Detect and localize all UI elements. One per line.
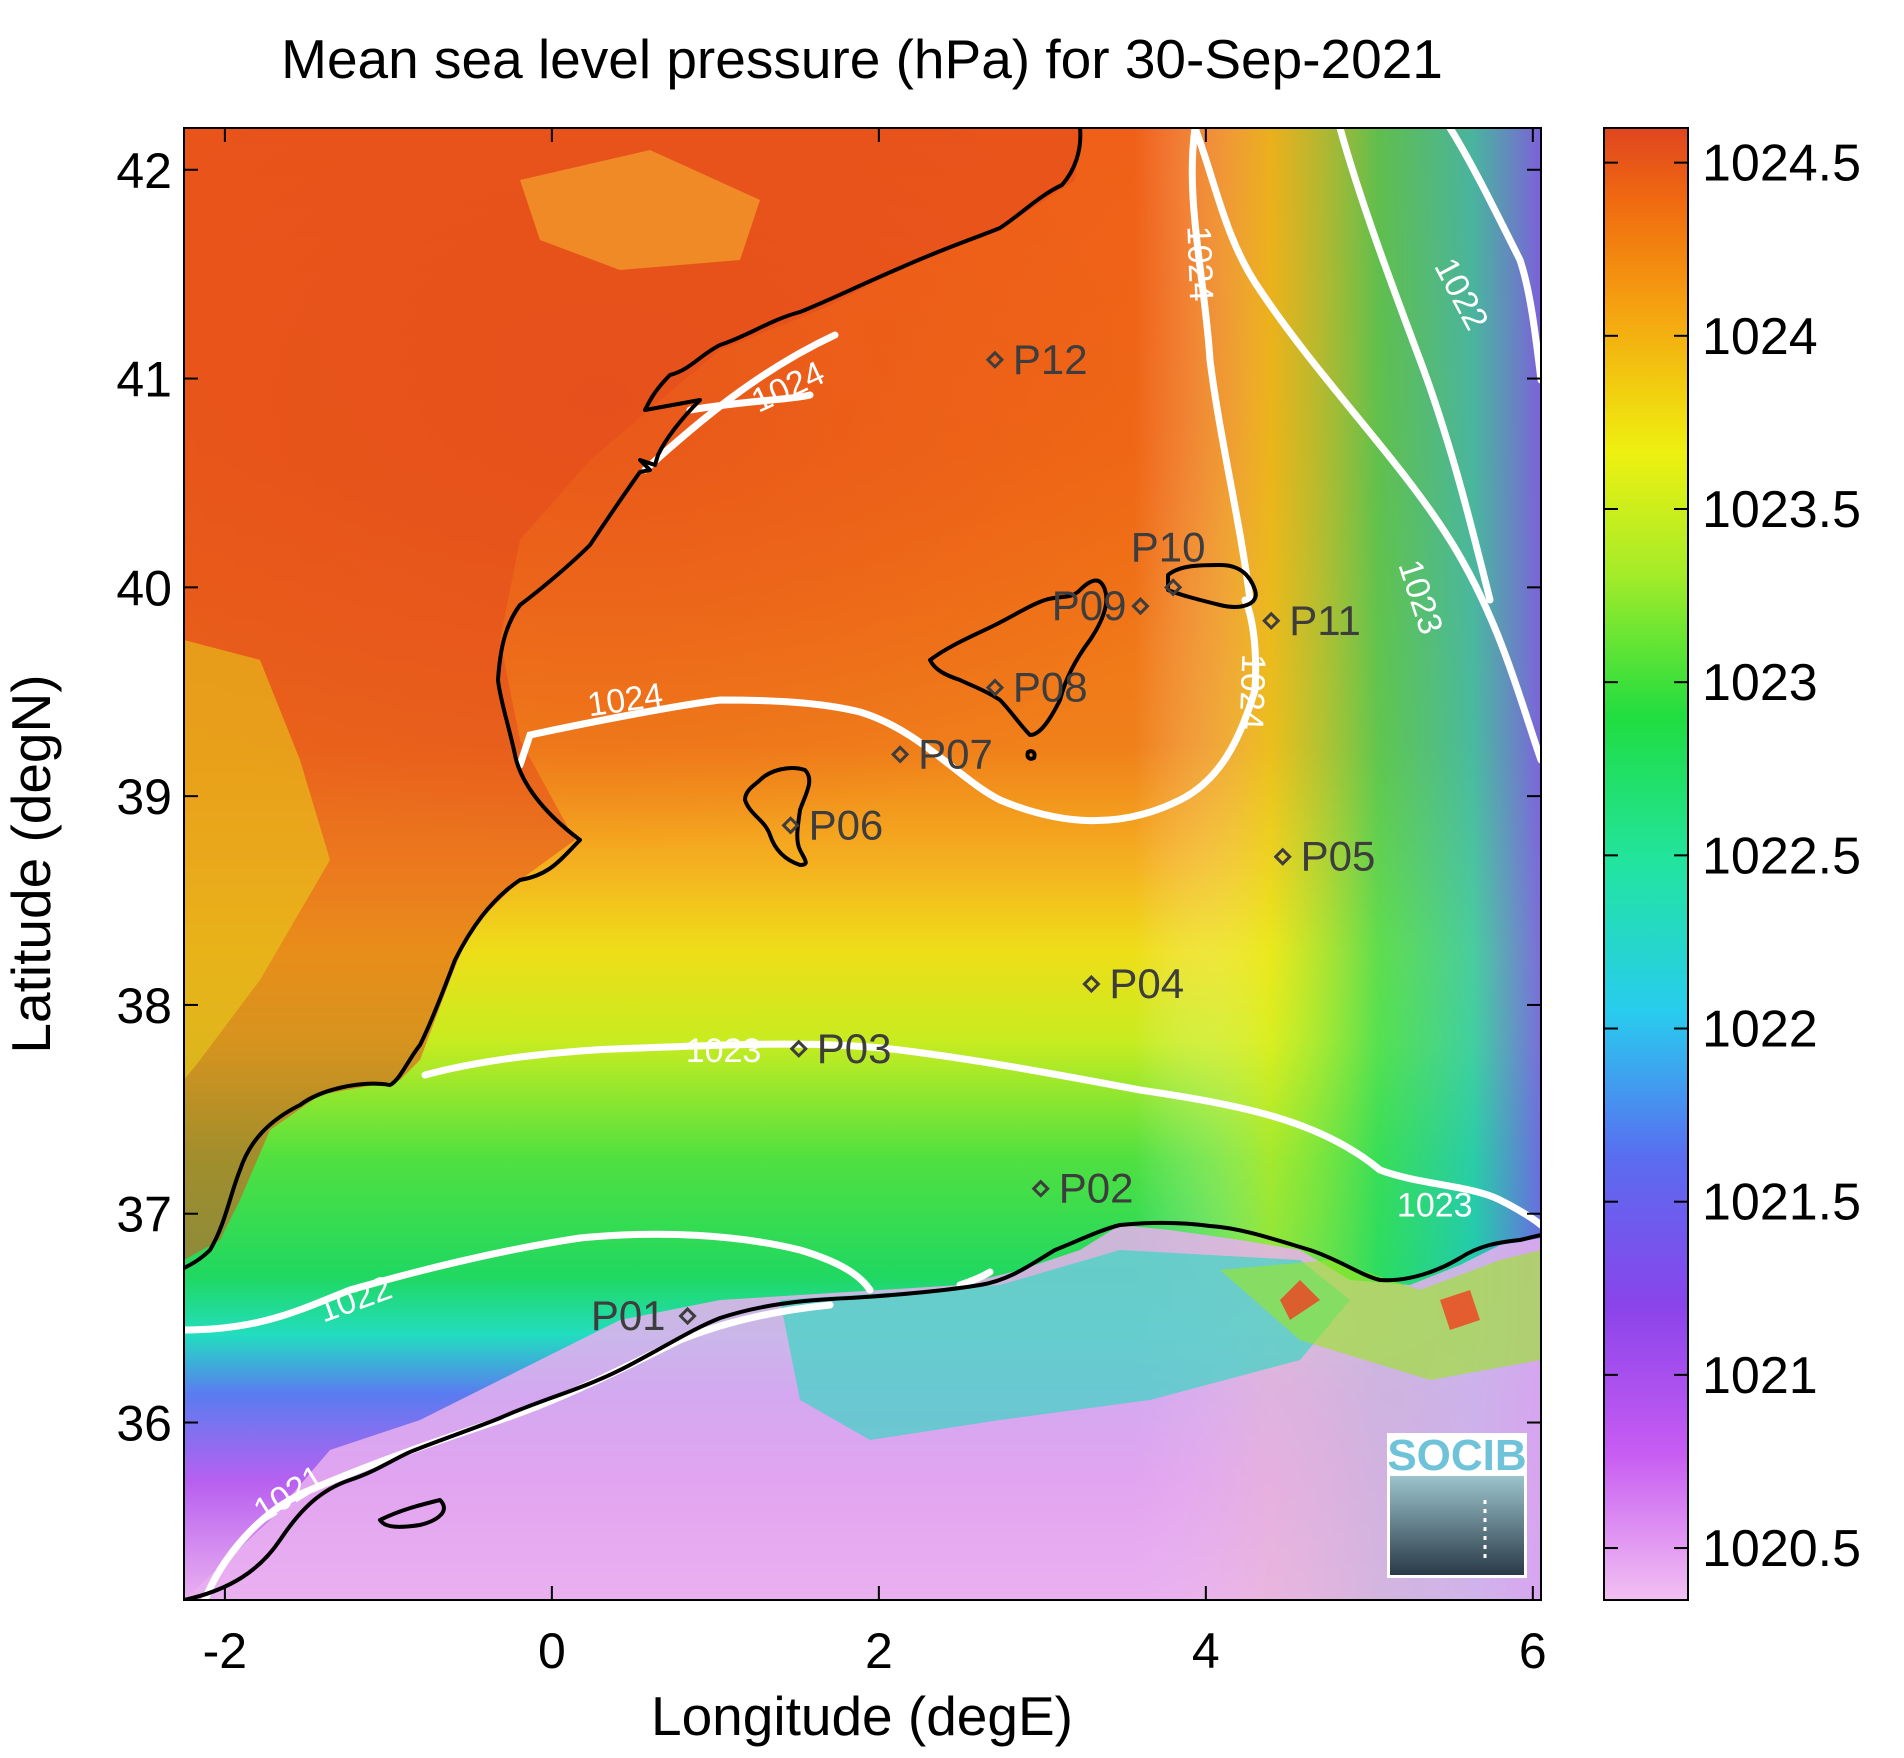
diamond-marker-icon [1031, 1179, 1050, 1198]
station-label: P02 [1059, 1165, 1134, 1212]
colorbar-tick-label: 1022 [1702, 1001, 1818, 1059]
x-tick-label: 2 [865, 1623, 893, 1679]
colorbar-tick-label: 1024 [1702, 308, 1818, 366]
diamond-marker-icon [1273, 847, 1292, 866]
diamond-marker-icon [985, 350, 1005, 369]
contour-1022-upper [1191, 128, 1541, 764]
colorbar-tick-label: 1020.5 [1702, 1520, 1861, 1578]
station-label: P09 [1052, 582, 1127, 629]
colorbar-gradient [1604, 128, 1688, 1600]
colorbar-tick-label: 1021 [1702, 1347, 1818, 1405]
colorbar-tick-label: 1023.5 [1702, 481, 1861, 539]
colorbar-tick-label: 1021.5 [1702, 1174, 1861, 1232]
station-label: P12 [1013, 336, 1088, 383]
colorbar: 1020.5 1021 1021.5 1022 1022.5 1023 1023.5 1024… [1603, 127, 1861, 1601]
north-africa-coastline [184, 1220, 1541, 1600]
station-p05: P05 [1273, 833, 1376, 880]
diamond-marker-icon [890, 745, 910, 764]
colorbar-tick-label: 1022.5 [1702, 827, 1861, 885]
station-p08: P08 [985, 664, 1088, 711]
diamond-marker-icon [678, 1306, 697, 1326]
iberia-land-shading [184, 128, 1080, 1260]
alboran-island-coastline [378, 1498, 446, 1529]
station-label: P01 [591, 1292, 666, 1339]
socib-logo-icon: SOCIB [1387, 1431, 1527, 1578]
station-label: P07 [918, 730, 993, 777]
x-tick-label: 6 [1519, 1623, 1547, 1679]
coastlines [184, 128, 1541, 1600]
station-p07: P07 [890, 730, 993, 777]
station-p03: P03 [789, 1025, 892, 1072]
colorbar-frame [1603, 127, 1689, 1601]
atlas-highland-zone [780, 1250, 1350, 1440]
station-p04: P04 [1082, 960, 1184, 1007]
contour-1024-south [516, 596, 1260, 825]
contour-1022-south [184, 1230, 874, 1334]
ibiza-coastline [743, 766, 812, 867]
y-tick-label: 39 [116, 769, 172, 825]
contour-1023-ne [1336, 128, 1494, 604]
y-axis-label: Latitude (degN) [0, 674, 62, 1053]
colorbar-tick-label: 1024.5 [1702, 135, 1861, 193]
chart-title: Mean sea level pressure (hPa) for 30-Sep… [281, 28, 1443, 90]
station-label: P05 [1301, 833, 1376, 880]
y-tick-label: 36 [116, 1396, 172, 1452]
colorbar-tick-label: 1023 [1702, 654, 1818, 712]
plot-frame [183, 127, 1542, 1601]
diamond-marker-icon [789, 1039, 808, 1058]
y-tick-label: 37 [116, 1187, 172, 1243]
station-p02: P02 [1031, 1165, 1134, 1212]
station-label: P03 [817, 1025, 892, 1072]
diamond-marker-icon [781, 816, 800, 835]
diamond-marker-icon [1082, 974, 1101, 994]
pyrenees-zone [520, 150, 760, 270]
station-p06: P06 [781, 801, 884, 848]
iberia-coastline [184, 128, 1083, 1270]
contour-1024-coast [641, 331, 839, 474]
x-axis: -2 0 2 4 6 [203, 128, 1547, 1679]
y-tick-label: 41 [116, 352, 172, 408]
diamond-marker-icon [1262, 611, 1281, 630]
contour-1024-north [1188, 128, 1254, 604]
high-terrain-spots [1280, 1280, 1480, 1330]
y-tick-label: 42 [116, 143, 172, 199]
x-tick-label: -2 [203, 1623, 247, 1679]
diamond-marker-icon [1164, 578, 1183, 597]
contour-label: 1023 [686, 1032, 762, 1070]
station-p11: P11 [1262, 597, 1361, 644]
diamond-marker-icon [985, 678, 1005, 697]
inland-low-zone [184, 640, 330, 1080]
station-label: P10 [1131, 523, 1206, 570]
menorca-coastline [1166, 563, 1258, 609]
y-tick-label: 40 [116, 560, 172, 616]
contour-1022-ne [1446, 128, 1541, 384]
contour-1022-fragment [956, 1268, 994, 1289]
station-label: P04 [1109, 960, 1184, 1007]
y-axis: 36 37 38 39 40 41 42 [116, 143, 1541, 1452]
contour-label: 1024 [1179, 225, 1220, 302]
station-label: P06 [809, 801, 884, 848]
cabrera-coastline [1025, 749, 1037, 761]
station-p12: P12 [985, 336, 1088, 383]
mallorca-coastline [928, 578, 1109, 737]
x-axis-label: Longitude (degE) [651, 1685, 1073, 1747]
station-p09: P09 [1052, 582, 1150, 629]
x-tick-label: 0 [538, 1623, 566, 1679]
diamond-marker-icon [1131, 597, 1150, 616]
y-tick-label: 38 [116, 978, 172, 1034]
contour-label: 1023 [1397, 1186, 1473, 1224]
x-tick-label: 4 [1192, 1623, 1220, 1679]
colorbar-ticks: 1020.5 1021 1021.5 1022 1022.5 1023 1023.5 1024… [1604, 135, 1861, 1578]
station-p01: P01 [591, 1292, 697, 1339]
contour-1023-south [421, 1040, 1541, 1229]
station-p10: P10 [1131, 523, 1206, 597]
station-label: P08 [1013, 664, 1088, 711]
contour-label: 1024 [1232, 653, 1273, 730]
station-label: P11 [1289, 597, 1361, 644]
logo-text: SOCIB [1387, 1431, 1526, 1480]
